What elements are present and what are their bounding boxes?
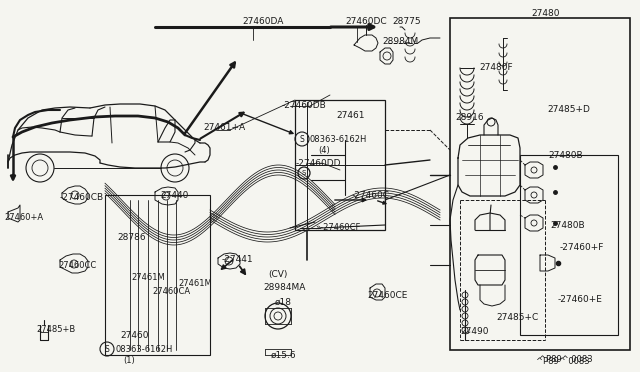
Text: 27460CE: 27460CE — [367, 291, 408, 299]
Text: 28984M: 28984M — [382, 38, 419, 46]
Text: 27461+A: 27461+A — [203, 124, 245, 132]
Text: 27485+D: 27485+D — [547, 106, 590, 115]
Text: 27461: 27461 — [336, 110, 365, 119]
Text: S: S — [104, 344, 109, 353]
Text: 28786: 28786 — [117, 234, 146, 243]
Text: -27460DD: -27460DD — [296, 158, 342, 167]
Text: 27480B: 27480B — [550, 221, 584, 230]
Text: S: S — [300, 135, 305, 144]
Text: ^P89^ 0083: ^P89^ 0083 — [539, 356, 593, 365]
Text: »-27460CF: »-27460CF — [315, 224, 360, 232]
Text: 08363-6162H: 08363-6162H — [310, 135, 367, 144]
Text: (1): (1) — [123, 356, 135, 366]
Text: 27480: 27480 — [531, 9, 559, 17]
Text: 27460DC: 27460DC — [345, 17, 387, 26]
Text: -27441: -27441 — [222, 256, 253, 264]
Text: 27460+A: 27460+A — [4, 214, 43, 222]
Text: 08363-6162H: 08363-6162H — [115, 344, 172, 353]
Text: -27460C: -27460C — [352, 190, 390, 199]
Text: 27490: 27490 — [460, 327, 488, 337]
Text: (CV): (CV) — [268, 270, 287, 279]
Text: ^P89^ 0083: ^P89^ 0083 — [536, 357, 589, 366]
Text: 27460CA: 27460CA — [152, 288, 190, 296]
Text: 27485+B: 27485+B — [36, 326, 76, 334]
Text: 28984MA: 28984MA — [263, 282, 305, 292]
Text: -27460+E: -27460+E — [558, 295, 603, 305]
Text: ø18: ø18 — [275, 298, 292, 307]
Text: 28775: 28775 — [392, 17, 420, 26]
Text: 27460CC: 27460CC — [58, 260, 96, 269]
Text: 27461M: 27461M — [178, 279, 212, 288]
Text: 27480F: 27480F — [479, 64, 513, 73]
Text: 27485+C: 27485+C — [496, 314, 538, 323]
Bar — [105, 195, 210, 355]
Text: -27460+F: -27460+F — [560, 244, 604, 253]
Text: 27460: 27460 — [120, 331, 148, 340]
Text: 27461M: 27461M — [131, 273, 164, 282]
Text: 27480B: 27480B — [548, 151, 582, 160]
Text: 27440: 27440 — [160, 190, 188, 199]
Text: -27460DB: -27460DB — [282, 102, 327, 110]
Text: -27460CB: -27460CB — [60, 193, 104, 202]
Text: S: S — [302, 170, 306, 176]
Text: (4): (4) — [318, 147, 330, 155]
Text: ø15.6: ø15.6 — [271, 350, 296, 359]
Bar — [520, 155, 618, 335]
Text: 27460DA: 27460DA — [242, 17, 284, 26]
Bar — [450, 18, 630, 350]
Text: 28916: 28916 — [455, 112, 484, 122]
Bar — [295, 100, 385, 230]
